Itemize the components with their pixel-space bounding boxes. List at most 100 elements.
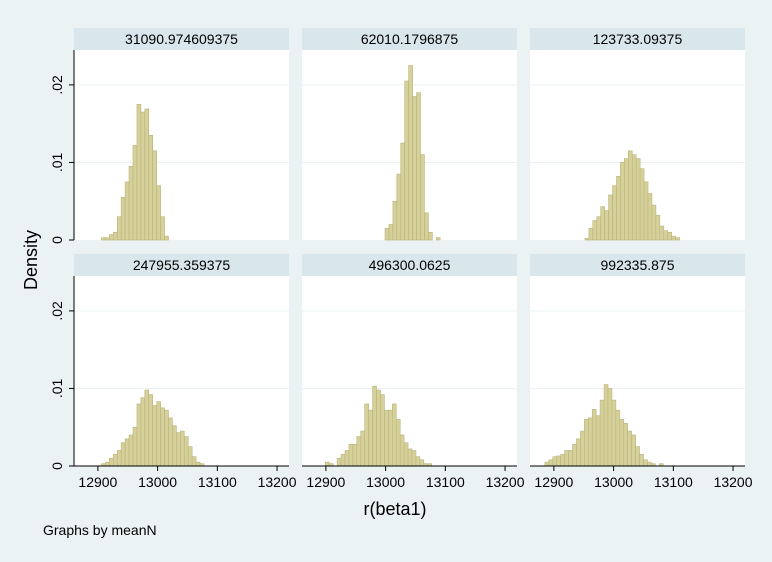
histogram-bar (148, 135, 154, 241)
x-tick-label: 13200 (714, 474, 753, 490)
histogram-bar (195, 461, 201, 467)
x-tick-label: 13100 (426, 474, 465, 490)
histogram-bar (101, 237, 106, 241)
x-tick-label: 13000 (138, 474, 177, 490)
histogram-bar (404, 80, 409, 241)
histogram-bar (168, 417, 173, 467)
histogram-bar (116, 216, 122, 241)
histogram-bar (144, 389, 150, 467)
histogram-bar (172, 425, 177, 467)
histogram-bar (667, 231, 672, 241)
y-tick-label: 0 (49, 462, 65, 470)
histogram-bar (584, 419, 589, 467)
histogram-bar (612, 185, 617, 241)
histogram-bar (556, 455, 562, 467)
histogram-bar (544, 461, 550, 467)
panel-title-strip (302, 254, 517, 276)
histogram-bar (643, 181, 649, 241)
histogram-bar (619, 419, 625, 467)
histogram-bar (580, 430, 585, 467)
histogram-bar (639, 454, 644, 467)
x-tick-label: 12900 (78, 474, 117, 490)
histogram-bar (180, 430, 185, 467)
histogram-bar (164, 409, 169, 467)
histogram-bar (156, 185, 161, 241)
y-tick-label: .02 (49, 301, 65, 321)
histogram-bar (643, 459, 648, 467)
histogram-bar (584, 238, 590, 241)
x-tick-label: 13100 (654, 474, 693, 490)
histogram-bar (560, 454, 565, 467)
histogram-bar (675, 237, 680, 241)
histogram-bar (105, 461, 110, 467)
histogram-bar (603, 384, 609, 467)
histogram-bar (552, 456, 558, 467)
histogram-bar (428, 231, 433, 241)
histogram-bar (136, 103, 142, 241)
histogram-bar (411, 450, 417, 467)
histogram-bar (635, 158, 641, 241)
histogram-bar (120, 197, 126, 241)
histogram-bar (415, 456, 421, 467)
panel-2: 62010.1796875 (302, 28, 517, 241)
y-tick-label: .01 (49, 379, 65, 399)
histogram-bar (624, 158, 629, 241)
panel-3: 123733.09375 (530, 28, 745, 241)
histogram-bar (132, 145, 138, 241)
panel-title: 247955.359375 (133, 257, 231, 273)
histogram-bar (611, 399, 617, 467)
histogram-bar (187, 446, 193, 467)
histogram-bar (587, 417, 593, 467)
panel-title: 496300.0625 (369, 257, 451, 273)
panel-title: 62010.1796875 (361, 31, 459, 47)
histogram-bar (140, 397, 146, 467)
by-note: Graphs by meanN (43, 522, 157, 538)
panel-title-strip (74, 254, 289, 276)
histogram-bar (152, 150, 157, 241)
panel-title-strip (530, 28, 745, 50)
histogram-bar (368, 409, 373, 467)
y-tick-label: .02 (49, 75, 65, 95)
histogram-bar (183, 436, 189, 467)
histogram-bar (576, 438, 581, 467)
histogram-bar (572, 443, 577, 467)
histogram-bar (392, 200, 398, 241)
histogram-bar (419, 459, 425, 467)
histogram-bar (420, 154, 425, 241)
histogram-bar (596, 216, 602, 241)
histogram-bar (592, 220, 598, 241)
histogram-bar (631, 434, 636, 467)
histogram-bar (403, 442, 409, 467)
histogram-bar (599, 399, 605, 467)
histogram-bar (384, 409, 389, 467)
panel-title: 31090.974609375 (125, 31, 238, 47)
histogram-bar (324, 461, 330, 467)
histogram-bar (615, 409, 621, 467)
histogram-bar (160, 407, 165, 467)
histogram-bar (113, 231, 118, 241)
histogram-bar (548, 459, 554, 467)
histogram-bar (344, 450, 350, 467)
plot-area (74, 50, 289, 240)
histogram-bar (164, 235, 169, 241)
x-tick-label: 12900 (534, 474, 573, 490)
histogram-bar (116, 450, 122, 467)
histogram-bar (136, 403, 142, 467)
plot-area (302, 276, 517, 466)
histogram-bar (176, 432, 181, 467)
histogram-bar (400, 142, 406, 241)
histogram-bar (148, 394, 154, 467)
histogram-bar (623, 423, 629, 467)
x-tick-label: 13000 (366, 474, 405, 490)
histogram-bar (156, 401, 161, 467)
panel-title-strip (74, 28, 289, 50)
panel-title: 123733.09375 (593, 31, 683, 47)
histogram-bar (109, 457, 114, 467)
panel-4: 247955.359375 0 .01 .02 12900 13000 13100 13200 (49, 254, 297, 490)
x-tick-label: 13000 (594, 474, 633, 490)
histogram-bar (627, 150, 633, 241)
panel-1: 31090.974609375 0 .01 .02 (49, 28, 289, 244)
histogram-bar (132, 426, 138, 467)
histogram-bar (659, 225, 665, 241)
